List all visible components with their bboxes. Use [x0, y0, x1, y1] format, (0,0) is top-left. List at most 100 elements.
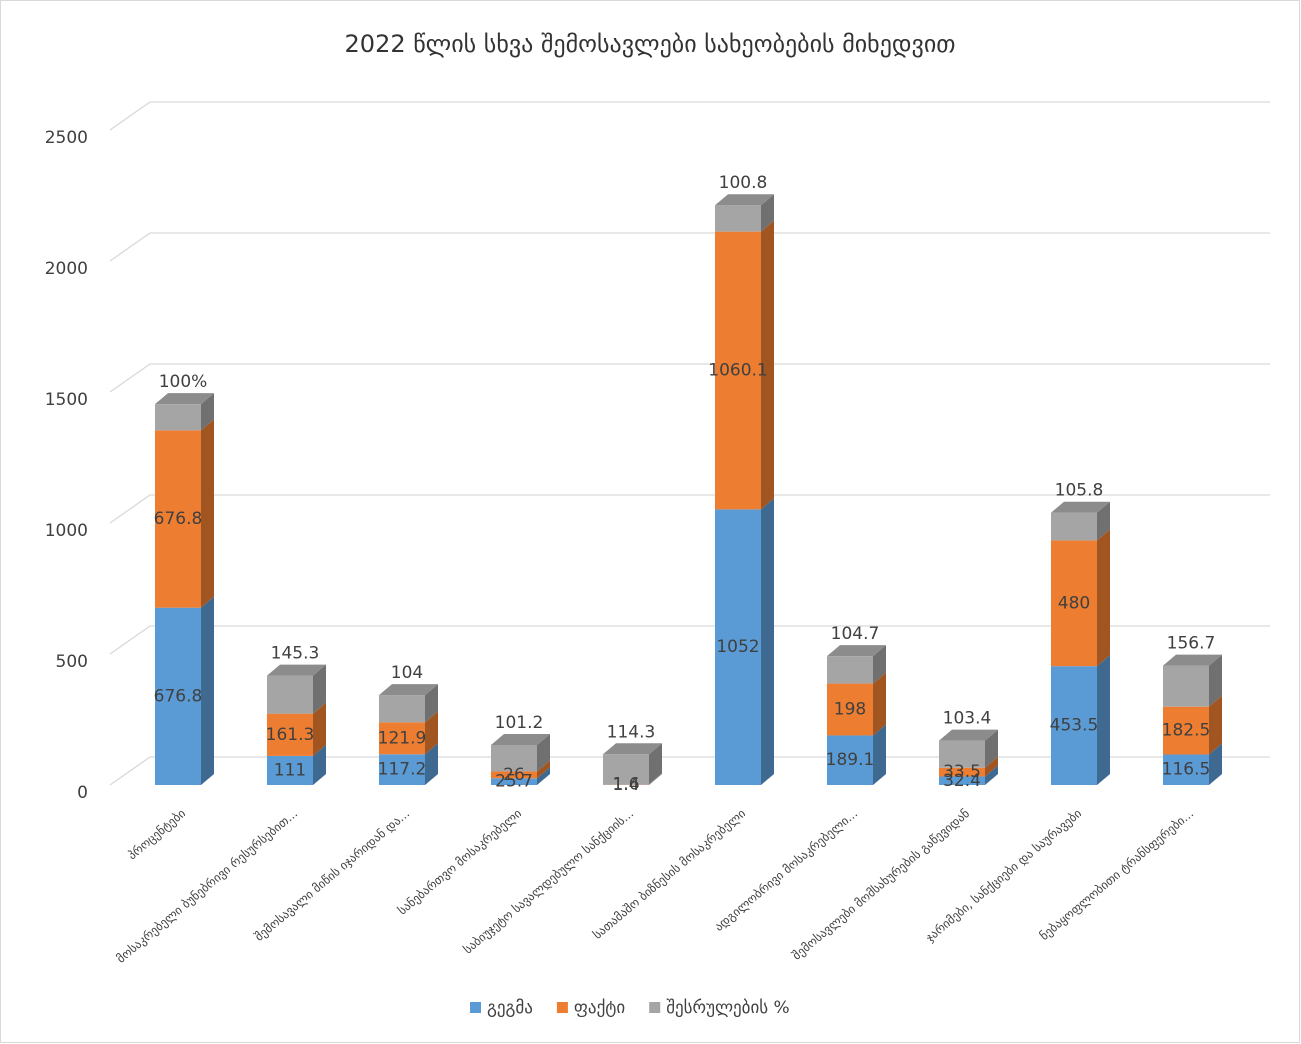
data-label: 1052	[716, 637, 759, 657]
legend-label: გეგმა	[487, 998, 533, 1018]
grid-line	[109, 101, 1270, 131]
data-label: 676.8	[154, 686, 203, 706]
bar-front	[155, 430, 201, 608]
bar-side	[873, 672, 886, 736]
bar-top	[939, 729, 998, 741]
bar-front	[827, 656, 873, 684]
bar-front	[1051, 540, 1097, 667]
grid-line	[109, 625, 1270, 655]
bar-side	[985, 765, 998, 785]
data-label: 26	[503, 765, 525, 785]
bar-side	[201, 393, 214, 431]
bar-side	[761, 498, 774, 785]
bar-front	[267, 755, 313, 785]
bar-segment	[155, 393, 214, 431]
bar-segment	[1163, 654, 1222, 707]
bar-segment	[715, 220, 774, 510]
bar-side	[761, 220, 774, 510]
bar-segment	[1163, 695, 1222, 755]
bar-segment	[379, 711, 438, 755]
bar-front	[939, 740, 985, 768]
bar-front	[155, 607, 201, 785]
bar-side	[537, 760, 550, 779]
bar-segment	[827, 645, 886, 684]
bar-segment	[603, 773, 662, 785]
data-label: 114.3	[607, 722, 656, 742]
data-label: 453.5	[1050, 716, 1099, 736]
y-tick-label: 0	[77, 783, 88, 803]
data-label: 145.3	[271, 644, 320, 664]
legend-swatch	[556, 1002, 568, 1013]
data-label: 182.5	[1162, 721, 1211, 741]
bar-segment	[603, 743, 662, 785]
bar-side	[537, 767, 550, 785]
bar-front	[1051, 512, 1097, 541]
bar-segment	[267, 664, 326, 714]
data-label: 161.3	[266, 725, 315, 745]
data-label: 104	[391, 663, 423, 683]
data-label: 25.7	[495, 772, 533, 792]
bar-segment	[267, 702, 326, 756]
bar-side	[873, 645, 886, 684]
data-label: 198	[834, 700, 866, 720]
bar-front	[267, 675, 313, 714]
data-label: 103.4	[943, 709, 992, 729]
data-label: 1.4	[612, 775, 639, 795]
bar-side	[1097, 655, 1110, 785]
bar-side	[985, 729, 998, 768]
bar-side	[1209, 654, 1222, 707]
bar-front	[491, 771, 537, 779]
data-label: 32.4	[943, 771, 981, 791]
bar-segment	[267, 744, 326, 785]
y-tick-label: 1500	[45, 390, 88, 410]
legend-swatch	[649, 1002, 661, 1013]
bar-segment	[827, 672, 886, 736]
data-label: 111	[274, 760, 306, 780]
legend-label: შესრულების %	[666, 998, 790, 1018]
data-label: 104.7	[831, 624, 880, 644]
bar-segment	[715, 194, 774, 232]
y-tick-label: 2000	[45, 259, 88, 279]
grid-line	[109, 363, 1270, 393]
bar-segment	[491, 733, 550, 772]
bar-front	[379, 722, 425, 755]
bar-front	[379, 695, 425, 723]
bar-side	[313, 702, 326, 756]
data-label: 116.5	[1162, 760, 1211, 780]
bar-side	[761, 194, 774, 232]
bar-side	[1097, 501, 1110, 541]
bar-segment	[491, 760, 550, 779]
bar-side	[201, 596, 214, 785]
data-label: 480	[1058, 593, 1090, 613]
bar-front	[715, 509, 761, 785]
data-label: 676.8	[154, 509, 203, 529]
data-label: 1060.1	[708, 361, 767, 381]
data-label: 100%	[159, 372, 208, 392]
bar-segment	[379, 743, 438, 785]
bar-segment	[1051, 501, 1110, 541]
bar-side	[201, 419, 214, 608]
bar-top	[491, 733, 550, 745]
bar-front	[1163, 706, 1209, 755]
bar-side	[425, 743, 438, 785]
bar-segment	[939, 765, 998, 785]
grid-line	[109, 232, 1270, 262]
bar-side	[1097, 529, 1110, 667]
data-label: 100.8	[719, 173, 768, 193]
data-label: 121.9	[378, 728, 427, 748]
bar-side	[649, 773, 662, 785]
bar-side	[1209, 695, 1222, 755]
bar-segment	[379, 684, 438, 723]
bar-side	[985, 756, 998, 777]
data-label: 156.7	[1167, 634, 1216, 654]
bar-front	[1163, 754, 1209, 785]
bar-segment	[155, 596, 214, 785]
bar-side	[425, 711, 438, 755]
bar-side	[649, 743, 662, 785]
bar-segment	[939, 729, 998, 768]
bar-side	[313, 664, 326, 714]
bar-front	[939, 776, 985, 785]
bar-top	[603, 743, 662, 755]
bar-top	[715, 194, 774, 206]
